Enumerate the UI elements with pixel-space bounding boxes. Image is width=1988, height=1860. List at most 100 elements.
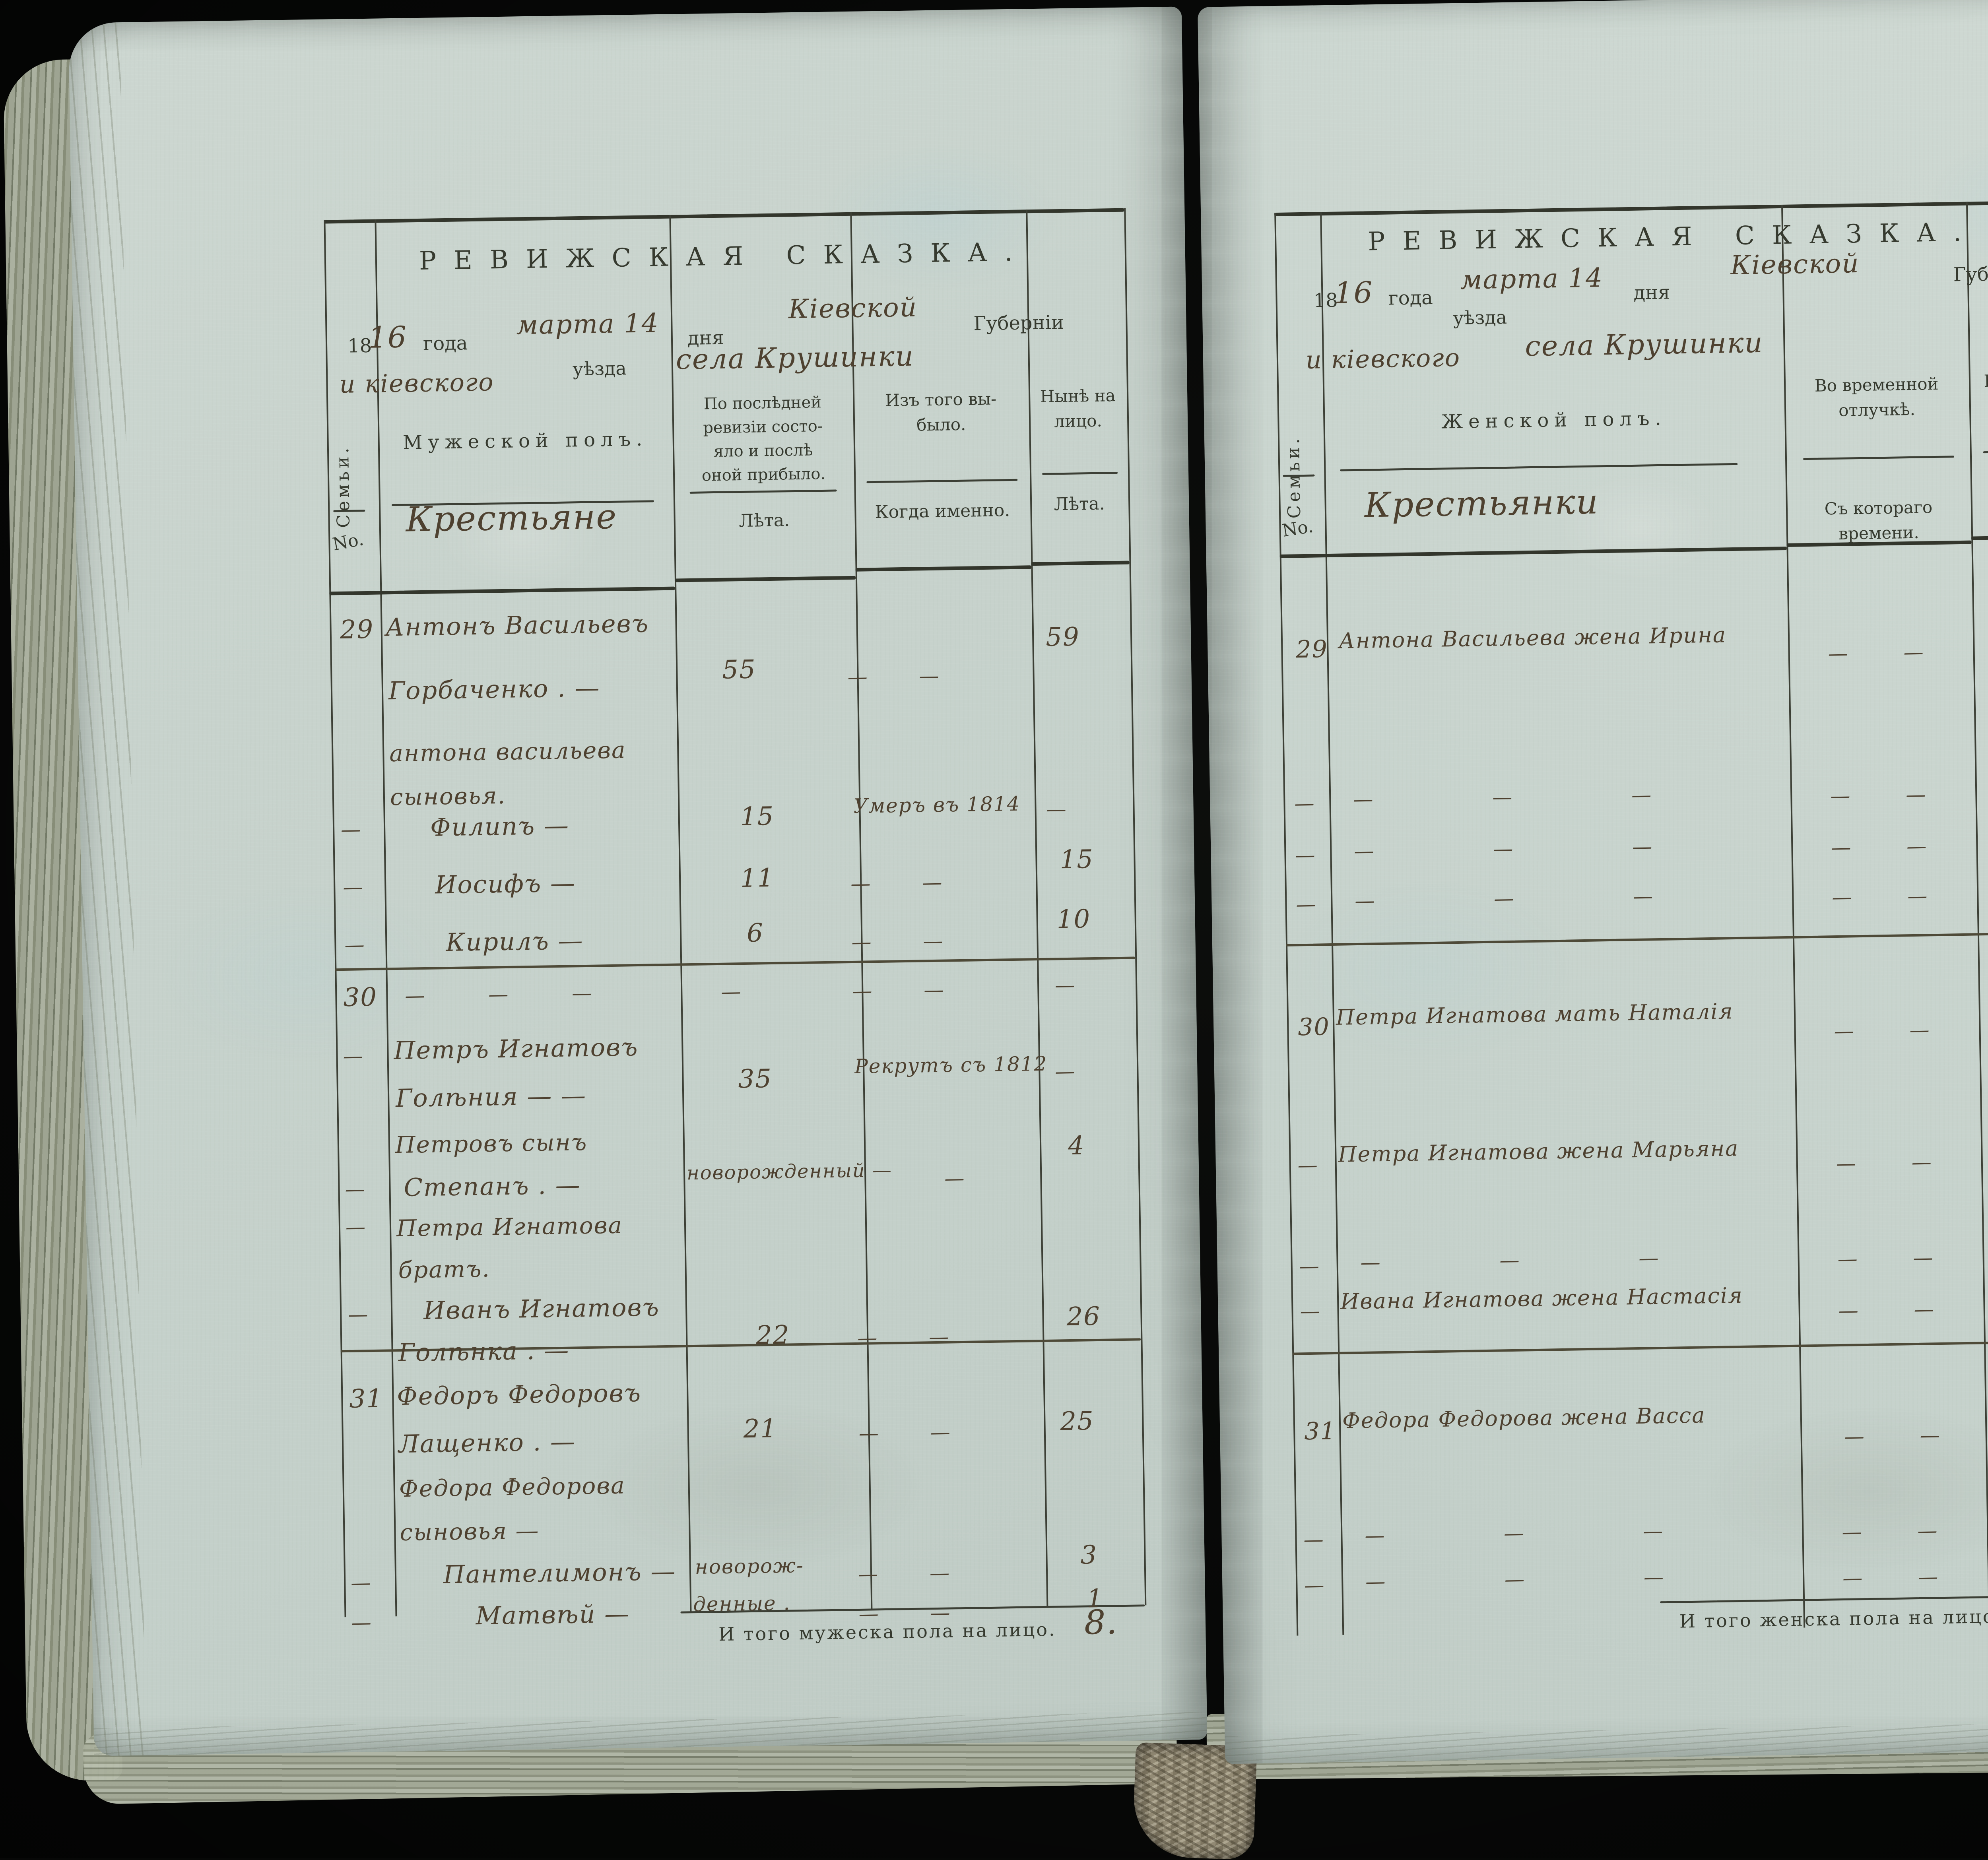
row-dash: — xyxy=(350,1571,372,1594)
table-rule xyxy=(689,489,837,494)
person-name: Пантелимонъ — xyxy=(443,1556,676,1589)
row-dashes: — — xyxy=(1831,884,1928,909)
age-now: 3 xyxy=(1080,1540,1098,1570)
row-dashes: — — xyxy=(852,978,945,1003)
right-page: РЕВИЖСКАЯ СКАЗКА. 18 16 года марта 14 дн… xyxy=(1198,0,1988,1764)
form-year-hand: 16 xyxy=(1334,275,1374,310)
person-name: Иванъ Игнатовъ xyxy=(423,1292,660,1325)
row-dash: — xyxy=(1054,1059,1076,1083)
row-dashes: — — — xyxy=(1364,1519,1664,1547)
total-label: И того женска пола на лицо. xyxy=(1679,1605,1988,1632)
form-village-hand: села Крушинки xyxy=(676,339,914,376)
form-uezd: уѣзда xyxy=(572,357,627,380)
person-name: Петра Игнатова мать Наталія xyxy=(1336,999,1734,1030)
form-uezd-prefix-hand: и кіевского xyxy=(339,367,495,399)
table-rule xyxy=(1983,450,1988,454)
left-page: РЕВИЖСКАЯ СКАЗКА. 18 16 года марта 14 дн… xyxy=(68,6,1208,1756)
row-dash: — xyxy=(342,875,364,899)
relation-note: Петровъ сынъ xyxy=(395,1128,588,1159)
table-rule xyxy=(1279,546,1787,558)
row-dashes: — — xyxy=(858,1561,951,1586)
age-now: 4 xyxy=(1068,1131,1085,1161)
form-uezd-prefix-hand: и кіевского xyxy=(1305,343,1461,374)
page-title: РЕВИЖСКАЯ СКАЗКА. xyxy=(419,237,1031,276)
age-now: 25 xyxy=(1060,1406,1095,1437)
form-province-hand: Кіевской xyxy=(1730,248,1860,281)
person-name: Филипъ — xyxy=(430,811,570,842)
newborn-note: новорож- xyxy=(695,1554,804,1579)
form-goda: года xyxy=(423,332,468,355)
row-dashes: — — xyxy=(1836,1150,1933,1175)
person-name: Голѣния — — xyxy=(395,1080,587,1113)
form-guberniya: Губерніи xyxy=(973,311,1064,335)
form-date-hand: марта 14 xyxy=(1460,262,1604,295)
person-name: Федоръ Федоровъ xyxy=(396,1378,642,1411)
row-dash: — xyxy=(345,1215,367,1239)
row-dash: — xyxy=(348,1303,369,1326)
departure-note: Рекрутъ съ 1812 xyxy=(854,1052,1048,1078)
row-dash: — xyxy=(1304,1573,1325,1597)
row-dash: — xyxy=(1295,843,1316,867)
table-rule xyxy=(324,208,1124,224)
col-last-revision: По послѣдней ревизіи состо- яло и послѣ … xyxy=(701,393,826,485)
person-name: Горбаченко . — xyxy=(388,673,600,706)
form-year-hand: 16 xyxy=(368,320,408,355)
relation-note: Федора Федорова xyxy=(399,1472,626,1503)
family-separator xyxy=(1292,1340,1988,1355)
table-rule xyxy=(1274,200,1988,217)
col-present: Нынѣ на лицо. xyxy=(1984,370,1988,391)
subcol-years-prev: Лѣта. xyxy=(738,510,790,531)
page-title: РЕВИЖСКАЯ СКАЗКА. xyxy=(1367,217,1979,257)
form-province-hand: Кіевской xyxy=(788,292,918,325)
subcol-no: No. xyxy=(1281,516,1315,541)
family-no: 30 xyxy=(343,982,378,1013)
newborn-note: денные . xyxy=(693,1591,791,1616)
subcol-class-hand: Крестьянки xyxy=(1364,482,1599,526)
person-name: Антона Васильева жена Ирина xyxy=(1338,622,1727,654)
row-dashes: — — xyxy=(1837,1246,1934,1271)
col-temporary-absence: Во временной отлучкѣ. xyxy=(1814,374,1939,420)
row-dash: — xyxy=(1299,1254,1320,1278)
relation-note: сыновья — xyxy=(399,1517,540,1546)
row-dashes: — — xyxy=(847,664,940,689)
row-dashes: — — xyxy=(858,1420,951,1445)
age-prev: 11 xyxy=(740,863,775,894)
row-dash: — xyxy=(1297,1153,1319,1177)
row-dashes: — — xyxy=(1831,834,1928,859)
relation-note: братъ. xyxy=(398,1255,491,1284)
row-dashes: — — — xyxy=(1365,1565,1665,1593)
form-dnya: дня xyxy=(1633,281,1670,304)
col-family: Семьи. xyxy=(332,444,354,528)
row-dashes: — — — xyxy=(404,981,593,1007)
form-village-hand: села Крушинки xyxy=(1524,326,1764,363)
col-departed: Изъ того вы- было. xyxy=(885,389,997,435)
family-no: 31 xyxy=(349,1384,384,1414)
row-dashes: — — xyxy=(1830,783,1927,808)
form-uezd: уѣзда xyxy=(1452,306,1507,329)
row-dash: — xyxy=(1294,791,1315,815)
table-rule xyxy=(1803,456,1955,460)
subcol-no: No. xyxy=(331,529,365,555)
table-rule xyxy=(1031,561,1130,566)
row-dashes: — — xyxy=(1838,1298,1935,1323)
family-separator xyxy=(335,956,1136,971)
table-rule xyxy=(855,565,1031,572)
person-name: Федора Федорова жена Васса xyxy=(1342,1402,1706,1433)
row-dashes: — — xyxy=(1841,1519,1938,1544)
age-prev: 15 xyxy=(740,801,775,832)
person-name: Степанъ . — xyxy=(404,1170,581,1202)
person-name: Матвѣй — xyxy=(476,1599,630,1631)
newborn-note: новорожденный — xyxy=(686,1159,893,1185)
person-name: Петра Игнатова жена Марьяна xyxy=(1338,1135,1739,1167)
table-rule xyxy=(1971,535,1988,540)
row-dash: — xyxy=(1296,892,1317,916)
row-dashes: — — xyxy=(857,1325,950,1350)
row-dash: — xyxy=(1046,797,1068,821)
col-present: Нынѣ на лицо. xyxy=(1040,386,1116,431)
row-dash: — xyxy=(340,818,362,842)
age-now: 59 xyxy=(1045,622,1080,652)
subcol-years-now: Лѣта. xyxy=(1054,493,1105,515)
row-dashes: — — xyxy=(1828,640,1925,665)
row-dash: — xyxy=(345,1177,366,1201)
row-dashes: — — xyxy=(1844,1424,1941,1448)
